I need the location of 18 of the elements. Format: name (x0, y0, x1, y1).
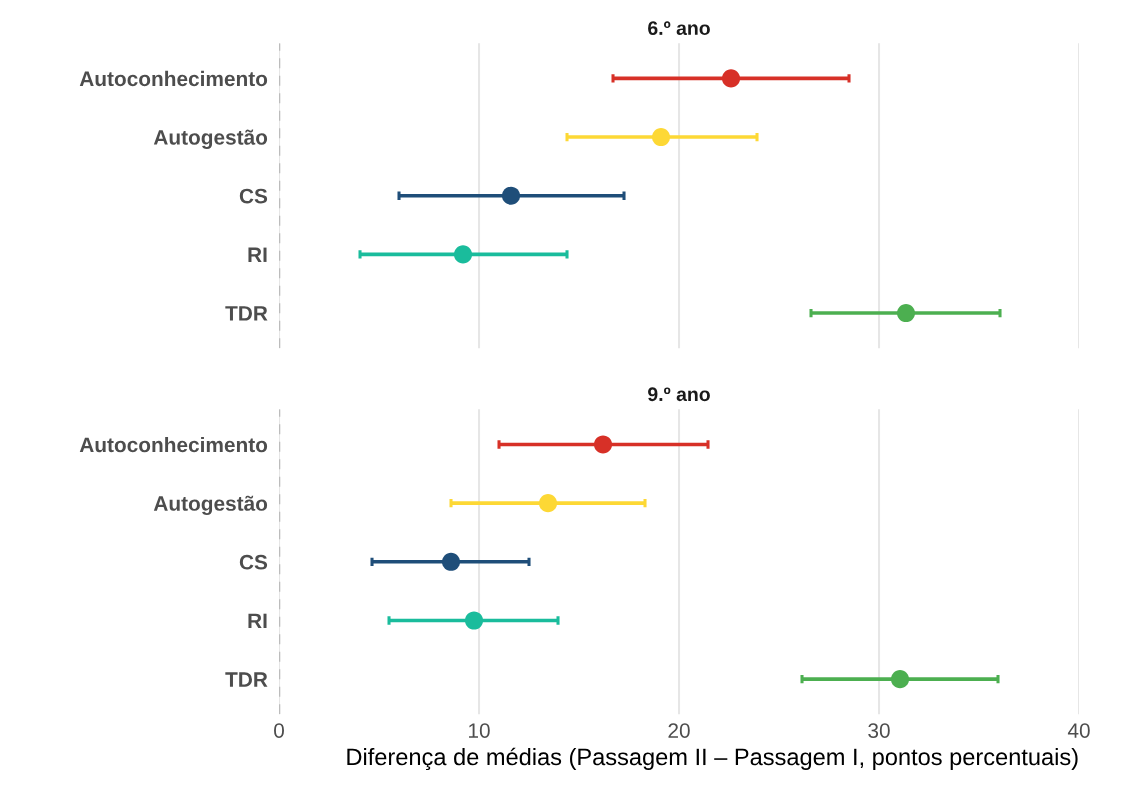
x-tick-label: 20 (668, 723, 690, 738)
x-axis-title: Diferença de médias (Passagem II – Passagem I, pontos percentuais) (347, 747, 1078, 771)
chart-title: 9.º ano (648, 387, 710, 402)
x-tick-label: 30 (868, 723, 890, 738)
y-tick-label: Autoconhecimento (79, 436, 268, 453)
x-tick-label: 40 (1067, 723, 1090, 738)
y-tick-label: CS (239, 554, 268, 570)
chart-title: 6.º ano (648, 21, 710, 36)
y-tick-label: CS (239, 188, 268, 204)
y-tick-label: RI (248, 247, 267, 262)
x-tick-label: 0 (274, 723, 284, 738)
y-tick-label: RI (248, 613, 267, 629)
x-tick-label: 10 (469, 723, 490, 738)
y-tick-label: TDR (225, 672, 268, 687)
y-tick-label: Autogestão (153, 495, 268, 516)
y-tick-label: Autoconhecimento (79, 70, 268, 87)
y-tick-label: TDR (225, 306, 268, 321)
y-tick-label: Autogestão (153, 129, 268, 149)
